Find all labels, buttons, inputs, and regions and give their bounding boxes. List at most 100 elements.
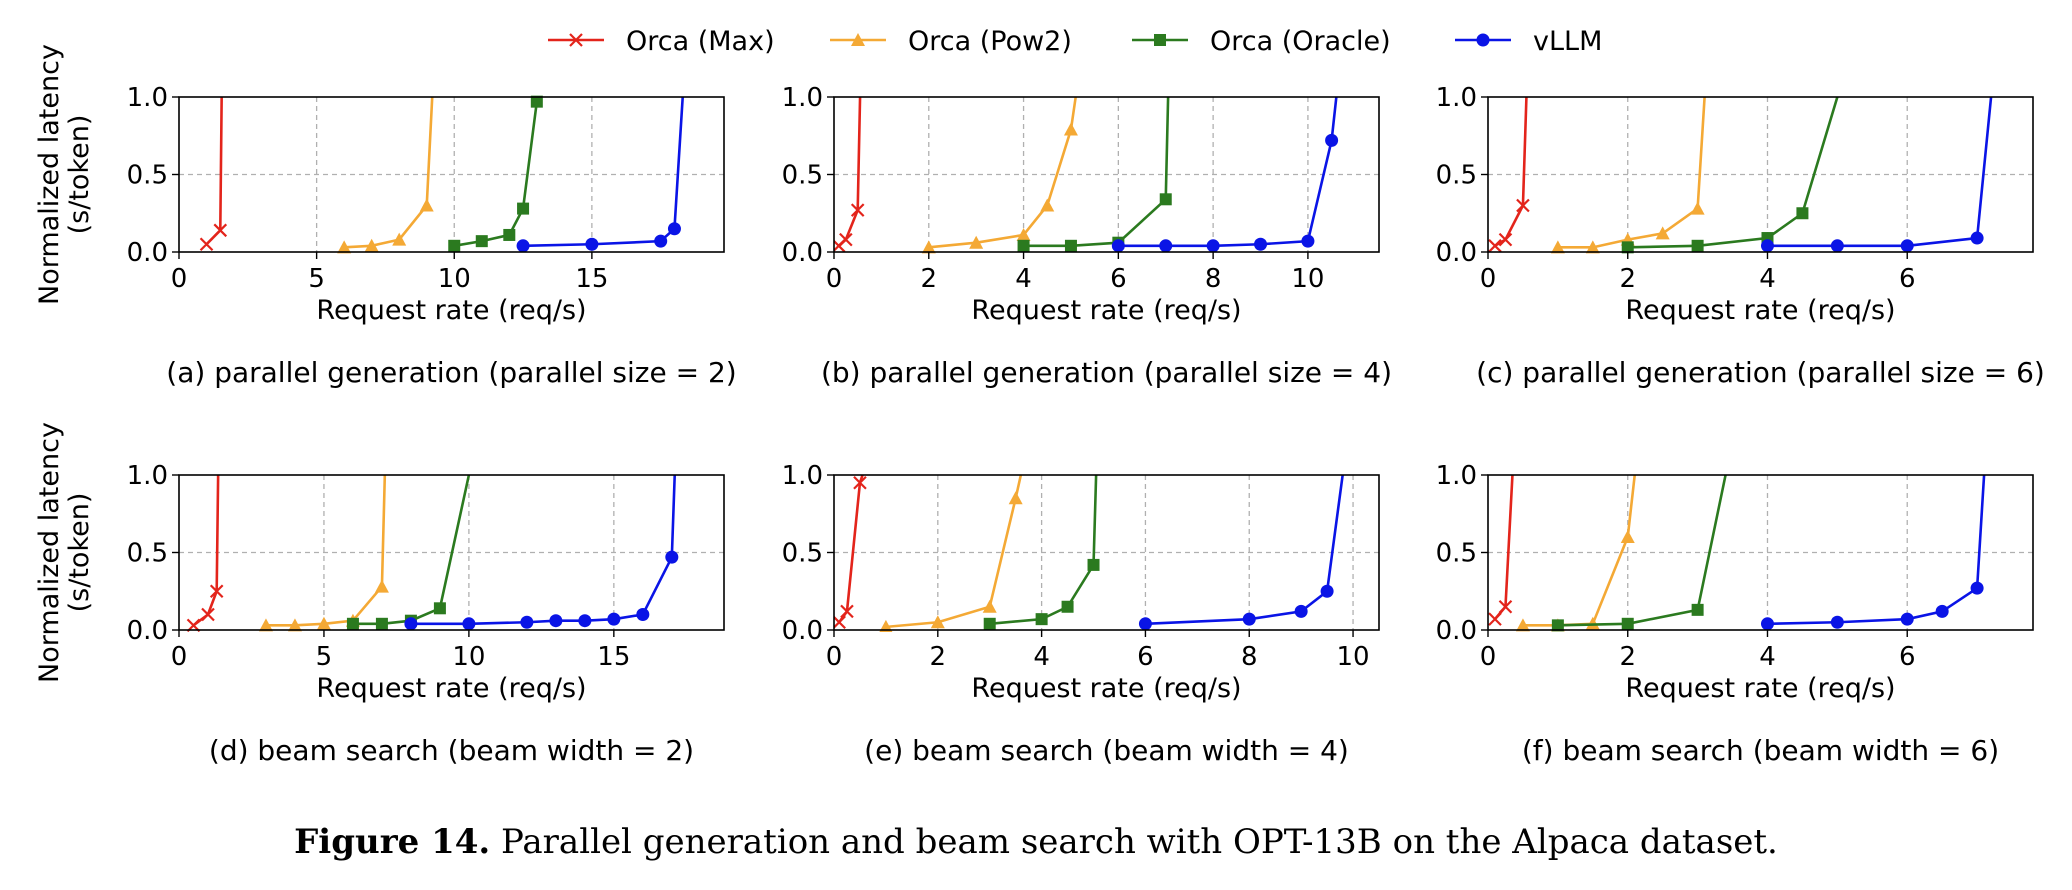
data-point xyxy=(1796,207,1809,220)
x-tick-label: 2 xyxy=(1619,642,1636,672)
x-tick-label: 0 xyxy=(171,642,188,672)
x-axis-label: Request rate (req/s) xyxy=(316,295,586,326)
x-tick-label: 10 xyxy=(1291,264,1324,294)
data-point xyxy=(1294,604,1308,618)
data-point xyxy=(1900,612,1914,626)
data-point xyxy=(1320,584,1334,598)
series-orca-max xyxy=(1488,96,1530,253)
data-point xyxy=(213,223,228,238)
data-point xyxy=(201,607,215,622)
data-point xyxy=(1970,231,1984,245)
figure-caption-label: Figure 14. xyxy=(294,822,491,862)
data-point xyxy=(1830,615,1844,629)
x-tick-label: 2 xyxy=(921,264,938,294)
data-point xyxy=(578,614,592,628)
data-point xyxy=(879,619,893,632)
figure-caption-text: Parallel generation and beam search with… xyxy=(501,822,1778,862)
x-tick-label: 2 xyxy=(930,642,947,672)
figure-caption: Figure 14. Parallel generation and beam … xyxy=(0,822,2072,862)
data-point xyxy=(549,614,563,628)
series-line xyxy=(1557,96,1706,249)
y-tick-label: 0.0 xyxy=(1436,238,1477,268)
x-tick-label: 5 xyxy=(308,264,325,294)
data-point xyxy=(921,240,936,254)
subplot-caption: (f) beam search (beam width = 6) xyxy=(1522,734,1999,767)
data-point xyxy=(969,235,984,249)
series-orca-oracle xyxy=(1551,474,1727,632)
data-point xyxy=(983,617,996,630)
data-point xyxy=(1830,239,1844,253)
series-line xyxy=(1118,96,1338,248)
y-axis-label: Normalized latency xyxy=(34,44,65,305)
chart-panel-f: 0 2 4 6 0.0 0.5 1.0 Request rate (req/s) (f) bea… xyxy=(1436,461,2034,767)
series-line xyxy=(1494,96,1528,247)
x-tick-label: 6 xyxy=(1899,642,1916,672)
data-point xyxy=(667,222,681,236)
data-point xyxy=(850,203,865,217)
data-point xyxy=(1301,234,1315,248)
data-point xyxy=(1498,599,1513,614)
series-orca-oracle xyxy=(1017,96,1172,252)
data-point xyxy=(1655,226,1670,240)
data-point xyxy=(665,550,679,564)
legend-item-orca-pow2: Orca (Pow2) xyxy=(830,26,1072,57)
series-line xyxy=(410,474,677,626)
data-point xyxy=(209,584,224,599)
data-point xyxy=(374,579,389,593)
series-line xyxy=(205,96,223,246)
data-point xyxy=(1585,240,1600,254)
y-tick-label: 0.5 xyxy=(127,539,168,569)
series-line xyxy=(265,474,387,627)
data-point xyxy=(1621,617,1634,630)
x-tick-label: 10 xyxy=(452,642,485,672)
x-tick-label: 8 xyxy=(1205,264,1222,294)
x-tick-label: 0 xyxy=(826,264,843,294)
data-point xyxy=(1061,600,1074,613)
y-tick-label: 0.0 xyxy=(127,238,168,268)
series-vllm xyxy=(516,96,685,253)
data-point xyxy=(1064,239,1077,252)
series-orca-pow2 xyxy=(879,474,1023,632)
data-point xyxy=(1017,239,1030,252)
series-line xyxy=(344,96,434,249)
data-point xyxy=(462,617,476,631)
series-line xyxy=(1522,474,1637,627)
x-tick-label: 6 xyxy=(1110,264,1127,294)
series-line xyxy=(1023,96,1170,248)
subplot-caption: (d) beam search (beam width = 2) xyxy=(209,734,694,767)
x-tick-label: 4 xyxy=(1759,642,1776,672)
data-point xyxy=(448,239,461,252)
legend-label: Orca (Oracle) xyxy=(1210,26,1391,57)
data-point xyxy=(1206,239,1220,253)
series-vllm xyxy=(1111,96,1339,253)
legend-marker xyxy=(1154,34,1166,46)
chart-panel-c: 0 2 4 6 0.0 0.5 1.0 Request rate (req/s) (c) par… xyxy=(1436,83,2045,389)
data-point xyxy=(1008,491,1023,505)
chart-panel-a: 0 5 10 15 0.0 0.5 1.0 Request rate (req/s) Norma… xyxy=(34,44,737,389)
data-point xyxy=(982,599,997,613)
series-vllm xyxy=(404,474,679,631)
series-orca-max xyxy=(834,474,867,630)
series-line xyxy=(885,474,1023,629)
y-axis-label: (s/token) xyxy=(64,493,95,613)
series-orca-max xyxy=(1488,474,1514,626)
data-point xyxy=(1159,239,1173,253)
x-tick-label: 4 xyxy=(1033,642,1050,672)
x-tick-label: 0 xyxy=(1480,642,1497,672)
y-tick-label: 1.0 xyxy=(127,461,168,491)
series-line xyxy=(1557,474,1727,627)
x-tick-label: 6 xyxy=(1899,264,1916,294)
x-tick-label: 4 xyxy=(1015,264,1032,294)
data-point xyxy=(1035,613,1048,626)
series-line xyxy=(454,96,541,248)
series-vllm xyxy=(1760,96,1993,253)
y-tick-label: 0.5 xyxy=(782,161,823,191)
x-axis-label: Request rate (req/s) xyxy=(971,295,1241,326)
x-tick-label: 8 xyxy=(1241,642,1258,672)
x-tick-label: 0 xyxy=(1480,264,1497,294)
data-point xyxy=(1040,198,1055,212)
data-point xyxy=(1760,239,1774,253)
x-axis-label: Request rate (req/s) xyxy=(971,673,1241,704)
series-vllm xyxy=(1138,474,1344,631)
data-point xyxy=(636,608,650,621)
